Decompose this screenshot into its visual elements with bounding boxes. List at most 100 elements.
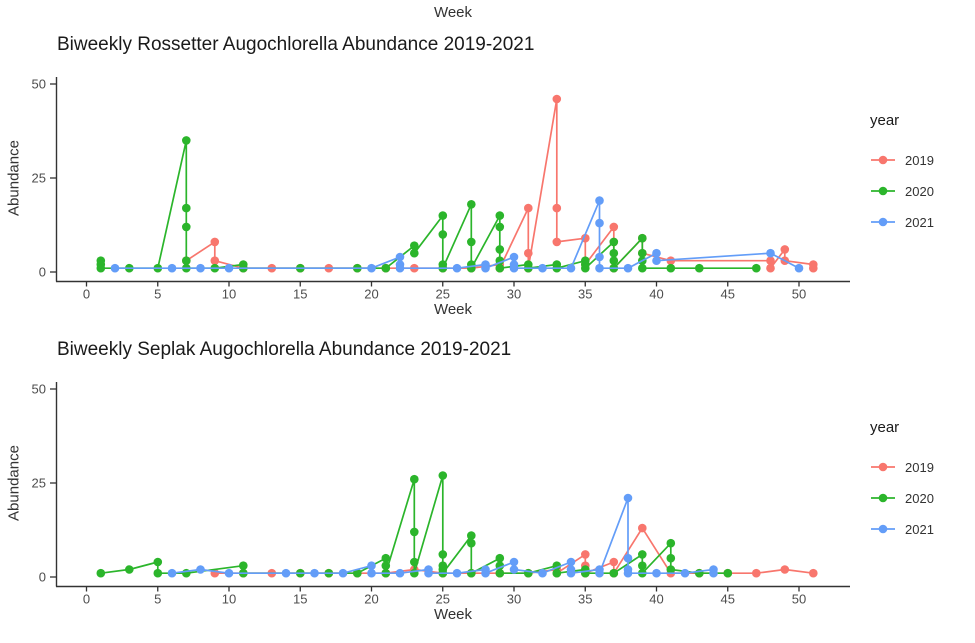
legend-title: year xyxy=(870,112,900,129)
data-point-2021 xyxy=(566,568,576,578)
data-point-2020 xyxy=(666,553,676,563)
data-point-2019 xyxy=(609,222,619,232)
data-point-2021 xyxy=(424,568,433,578)
legend-item-label: 2020 xyxy=(905,490,934,506)
chart-panel-1: 0 5 10 15 20 25 30 35 40 45 50 0 25 50 xyxy=(32,77,850,302)
data-point-2021 xyxy=(623,553,633,563)
chart2-plot-area: 0 5 10 15 20 25 30 35 40 45 50 0 25 50 xyxy=(32,380,850,616)
legend-key-icon xyxy=(871,155,895,165)
data-point-2020 xyxy=(96,568,106,578)
x-tick-label: 0 xyxy=(83,592,90,607)
data-point-2021 xyxy=(566,263,576,273)
legend-key-dot xyxy=(878,217,888,227)
chart2-legend: year 2019 2020 2021 xyxy=(866,419,975,559)
data-point-2021 xyxy=(367,568,376,578)
y-tick-label: 50 xyxy=(32,77,46,92)
data-point-2019 xyxy=(210,237,220,247)
x-tick-label: 15 xyxy=(293,592,307,607)
x-tick-label: 30 xyxy=(507,287,521,302)
data-point-2020 xyxy=(752,263,761,273)
data-point-2021 xyxy=(538,263,547,273)
x-tick-label: 35 xyxy=(578,592,592,607)
data-point-2020 xyxy=(638,248,647,258)
x-tick-label: 25 xyxy=(436,592,450,607)
data-point-2019 xyxy=(552,94,562,104)
data-point-2020 xyxy=(410,557,419,567)
data-point-2020 xyxy=(638,561,647,570)
data-point-2019 xyxy=(766,263,775,273)
data-point-2021 xyxy=(595,263,604,273)
x-tick-label: 20 xyxy=(364,287,378,302)
data-point-2021 xyxy=(481,263,490,273)
data-point-2020 xyxy=(239,561,248,570)
chart1-x-axis-label: Week xyxy=(433,301,473,318)
legend-item-2019: 2019 xyxy=(870,146,934,174)
data-point-2019 xyxy=(766,256,775,265)
data-point-2021 xyxy=(167,263,177,273)
data-point-2020 xyxy=(495,568,505,578)
data-point-2021 xyxy=(509,565,519,574)
data-point-2021 xyxy=(623,263,633,273)
legend-key-icon xyxy=(871,186,895,196)
data-point-2019 xyxy=(780,565,790,574)
chart1-plot-area: 0 5 10 15 20 25 30 35 40 45 50 0 25 50 xyxy=(32,75,850,311)
data-point-2020 xyxy=(438,550,448,559)
data-point-2020 xyxy=(495,263,505,273)
legend-item-2020: 2020 xyxy=(870,177,934,205)
data-point-2021 xyxy=(395,252,405,262)
data-point-2020 xyxy=(638,550,647,559)
data-point-2020 xyxy=(495,245,505,254)
top-axis-label: Week xyxy=(433,4,473,21)
legend-item-2021: 2021 xyxy=(870,515,934,543)
data-point-2021 xyxy=(566,557,576,567)
data-point-2020 xyxy=(182,136,191,145)
legend-key-dot xyxy=(878,524,888,534)
data-point-2021 xyxy=(538,568,547,578)
legend-item-label: 2021 xyxy=(905,521,934,537)
data-point-2021 xyxy=(167,568,177,578)
data-point-2021 xyxy=(509,263,519,273)
legend-item-label: 2021 xyxy=(905,214,934,230)
legend-key-dot xyxy=(878,155,888,165)
data-point-2021 xyxy=(652,256,661,265)
data-point-2021 xyxy=(281,568,291,578)
data-point-2020 xyxy=(552,568,562,578)
chart1-y-axis-label: Abundance xyxy=(5,140,23,216)
data-point-2019 xyxy=(609,557,619,567)
data-point-2021 xyxy=(595,218,604,228)
data-point-2020 xyxy=(125,565,134,574)
data-point-2020 xyxy=(153,557,163,567)
data-point-2019 xyxy=(638,523,647,533)
data-point-2021 xyxy=(709,568,718,578)
chart2-y-axis-label: Abundance xyxy=(5,445,23,521)
legend-item-label: 2019 xyxy=(905,152,934,168)
data-point-2019 xyxy=(581,550,590,559)
chart-panel-2: 0 5 10 15 20 25 30 35 40 45 50 0 25 50 xyxy=(32,382,850,607)
data-point-2020 xyxy=(438,211,448,220)
data-point-2020 xyxy=(666,565,676,574)
y-tick-label: 25 xyxy=(32,476,46,491)
data-point-2020 xyxy=(467,531,476,540)
x-tick-label: 40 xyxy=(649,592,663,607)
data-point-2020 xyxy=(495,211,505,220)
x-tick-label: 15 xyxy=(293,287,307,302)
data-point-2020 xyxy=(723,568,733,578)
data-point-2020 xyxy=(381,263,391,273)
legend-key-icon xyxy=(871,462,895,472)
data-point-2021 xyxy=(680,568,690,578)
legend-key-dot xyxy=(878,186,888,196)
y-tick-label: 0 xyxy=(39,570,46,585)
chart1-legend: year 2019 2020 2021 xyxy=(866,112,975,252)
data-point-2021 xyxy=(595,568,604,578)
legend-key-icon xyxy=(871,524,895,534)
x-tick-label: 10 xyxy=(222,287,236,302)
x-tick-label: 35 xyxy=(578,287,592,302)
data-point-2019 xyxy=(809,263,818,273)
data-point-2020 xyxy=(438,471,448,480)
data-point-2020 xyxy=(666,263,676,273)
data-point-2021 xyxy=(766,248,775,258)
data-point-2020 xyxy=(153,568,163,578)
data-point-2020 xyxy=(609,237,619,247)
series-line-2020 xyxy=(99,139,758,270)
x-tick-label: 45 xyxy=(721,287,735,302)
